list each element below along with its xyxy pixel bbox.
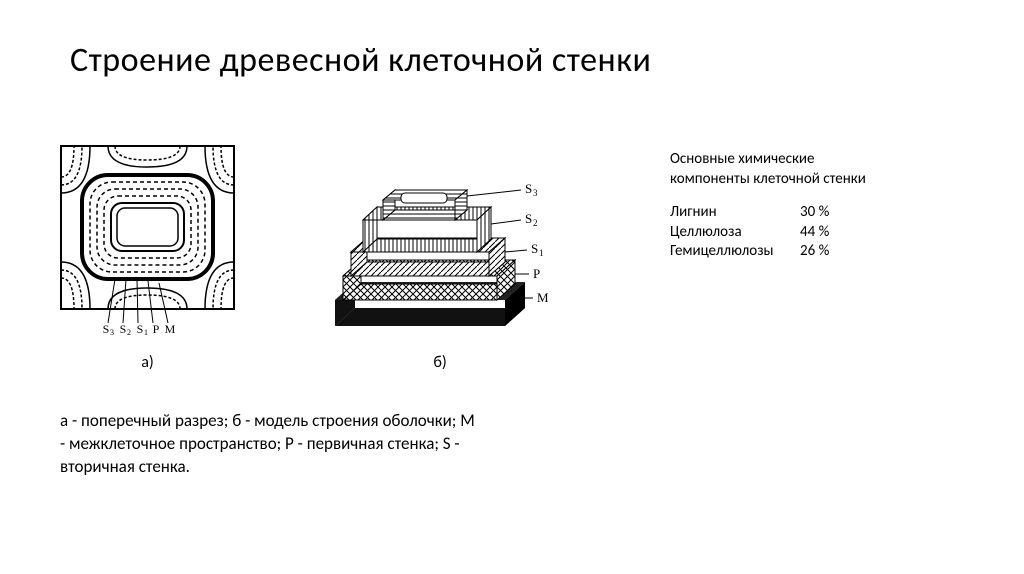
svg-text:M: M	[165, 322, 176, 335]
component-row: Гемицеллюлозы 26 %	[670, 242, 866, 262]
figure-a-svg: S3 S2 S1 P M	[60, 145, 235, 335]
layer-S3	[383, 190, 467, 220]
svg-text:S: S	[137, 322, 144, 335]
svg-text:M: M	[537, 290, 549, 305]
figure-b-svg: S3 S2 S1 P M	[315, 140, 565, 335]
svg-text:S: S	[103, 322, 110, 335]
component-name: Целлюлоза	[670, 223, 800, 243]
svg-text:3: 3	[533, 188, 538, 198]
svg-text:2: 2	[533, 218, 538, 228]
right-heading-line1: Основные химические	[670, 150, 866, 170]
component-value: 44 %	[800, 223, 829, 243]
svg-text:1: 1	[539, 248, 544, 258]
component-row: Лигнин 30 %	[670, 203, 866, 223]
figure-a: S3 S2 S1 P M а)	[60, 145, 235, 372]
component-value: 26 %	[800, 242, 829, 262]
right-panel: Основные химические компоненты клеточной…	[670, 150, 866, 262]
page-title: Строение древесной клеточной стенки	[70, 40, 651, 81]
component-value: 30 %	[800, 203, 829, 223]
svg-text:S: S	[525, 181, 532, 196]
figures-row: S3 S2 S1 P M а)	[60, 140, 565, 372]
svg-text:1: 1	[144, 328, 148, 335]
component-row: Целлюлоза 44 %	[670, 223, 866, 243]
component-name: Гемицеллюлозы	[670, 242, 800, 262]
figure-b-caption: б)	[433, 353, 446, 372]
figure-a-caption: а)	[141, 353, 154, 372]
svg-text:P: P	[153, 322, 160, 335]
right-heading-line2: компоненты клеточной стенки	[670, 170, 866, 190]
svg-text:3: 3	[110, 328, 114, 335]
legend-text: а - поперечный разрез; б - модель строен…	[60, 410, 480, 479]
svg-text:S: S	[525, 211, 532, 226]
svg-text:S: S	[531, 241, 538, 256]
right-heading: Основные химические компоненты клеточной…	[670, 150, 866, 189]
svg-text:S: S	[120, 322, 127, 335]
figure-b: S3 S2 S1 P M б)	[315, 140, 565, 372]
component-name: Лигнин	[670, 203, 800, 223]
svg-text:P: P	[533, 266, 540, 281]
svg-text:2: 2	[127, 328, 131, 335]
